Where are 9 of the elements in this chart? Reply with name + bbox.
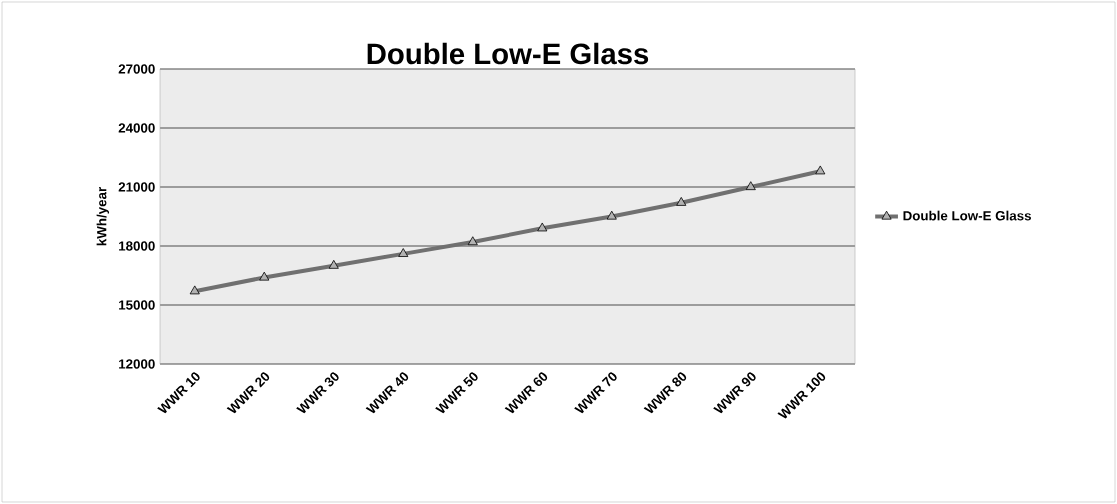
legend-label: Double Low-E Glass — [903, 210, 1031, 221]
y-axis-title: kWh/year — [96, 187, 110, 246]
y-tick-label: 27000 — [118, 64, 155, 74]
y-tick-label: 21000 — [118, 182, 155, 192]
chart-title: Double Low-E Glass — [367, 42, 649, 65]
y-tick-label: 12000 — [119, 359, 155, 369]
y-tick-label: 15000 — [119, 300, 155, 310]
y-tick-label: 18000 — [119, 241, 155, 251]
y-tick-label: 24000 — [118, 123, 155, 133]
